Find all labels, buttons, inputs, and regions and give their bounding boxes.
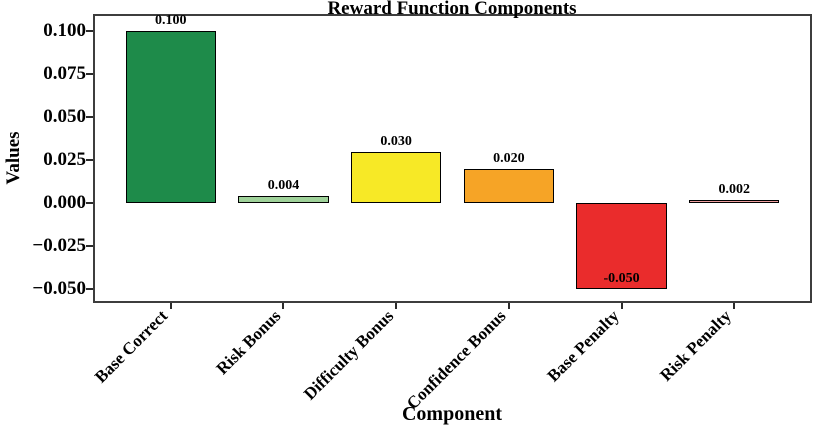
x-tick-mark xyxy=(282,303,285,309)
y-tick-mark xyxy=(86,30,93,33)
bar-value-label: -0.050 xyxy=(603,271,640,287)
y-tick-label: 0.075 xyxy=(43,63,86,85)
y-tick-mark xyxy=(86,245,93,248)
x-tick-mark xyxy=(169,303,172,309)
x-axis-label: Component xyxy=(401,403,503,425)
y-tick-mark xyxy=(86,73,93,76)
x-tick-label-risk-bonus: Risk Bonus xyxy=(212,306,285,379)
bar-confidence-bonus xyxy=(463,168,554,204)
bar-risk-bonus xyxy=(238,196,329,204)
bar-value-label: 0.002 xyxy=(718,181,750,197)
x-tick-mark xyxy=(507,303,510,309)
x-tick-label-base-correct: Base Correct xyxy=(91,306,172,387)
chart-title: Reward Function Components xyxy=(327,0,577,19)
bar-base-penalty xyxy=(576,203,667,290)
y-tick-mark xyxy=(86,116,93,119)
y-tick-label: 0.100 xyxy=(43,20,86,42)
x-tick-mark xyxy=(620,303,623,309)
x-tick-mark xyxy=(733,303,736,309)
y-tick-label: −0.025 xyxy=(32,235,86,257)
y-tick-label: −0.050 xyxy=(32,278,86,300)
x-tick-mark xyxy=(395,303,398,309)
bar-risk-penalty xyxy=(689,199,780,204)
x-tick-label-difficulty-bonus: Difficulty Bonus xyxy=(299,306,397,404)
x-tick-label-base-penalty: Base Penalty xyxy=(543,306,623,386)
bar-value-label: 0.100 xyxy=(155,13,187,29)
x-tick-label-confidence-bonus: Confidence Bonus xyxy=(402,306,510,413)
bar-difficulty-bonus xyxy=(351,151,442,204)
x-tick-label-risk-penalty: Risk Penalty xyxy=(656,306,735,385)
bar-value-label: 0.030 xyxy=(380,133,412,149)
y-tick-mark xyxy=(86,159,93,162)
y-tick-label: 0.050 xyxy=(43,106,86,128)
bar-value-label: 0.004 xyxy=(267,178,300,194)
y-tick-label: 0.000 xyxy=(43,192,86,214)
bar-base-correct xyxy=(125,31,216,204)
bar-value-label: 0.020 xyxy=(493,150,525,166)
y-tick-mark xyxy=(86,202,93,205)
y-tick-label: 0.025 xyxy=(43,149,86,171)
y-tick-mark xyxy=(86,288,93,291)
